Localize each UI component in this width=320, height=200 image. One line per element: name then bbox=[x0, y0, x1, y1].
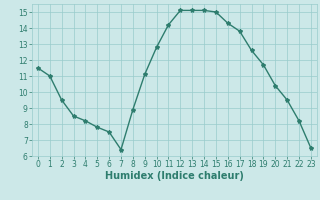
X-axis label: Humidex (Indice chaleur): Humidex (Indice chaleur) bbox=[105, 171, 244, 181]
